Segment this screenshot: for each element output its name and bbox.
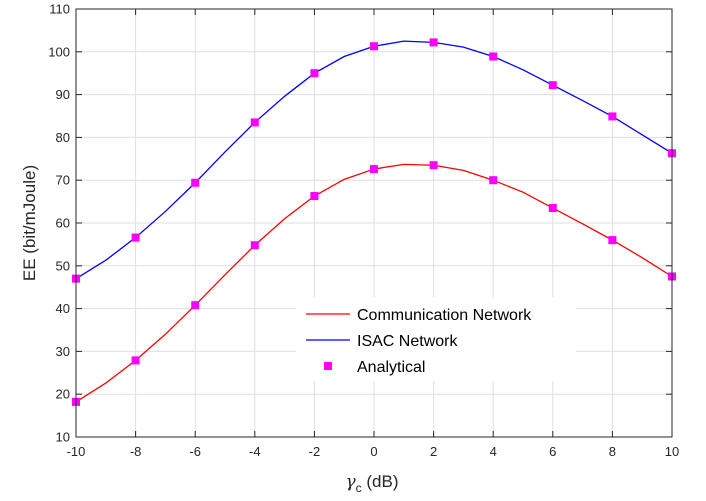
analytical-marker — [310, 192, 319, 201]
analytical-marker — [429, 38, 438, 47]
y-tick-label: 10 — [56, 430, 70, 445]
x-tick-label: 10 — [665, 444, 679, 459]
analytical-marker — [370, 42, 378, 51]
analytical-marker — [191, 178, 200, 187]
x-axis-symbol: γ — [345, 472, 356, 492]
x-tick-label: 8 — [609, 444, 616, 459]
legend-box — [296, 297, 576, 381]
y-tick-label: 80 — [56, 130, 70, 145]
legend-label-isac: ISAC Network — [357, 333, 458, 350]
legend: Communication Network ISAC Network Analy… — [296, 297, 576, 381]
legend-label-analytical: Analytical — [357, 359, 425, 376]
analytical-marker — [489, 52, 498, 61]
analytical-marker — [250, 118, 259, 127]
analytical-marker — [250, 241, 259, 250]
x-tick-label: 2 — [430, 444, 437, 459]
y-tick-label: 50 — [56, 258, 70, 273]
x-tick-label: -8 — [130, 444, 142, 459]
y-axis-label: EE (bit/mJoule) — [20, 165, 39, 281]
y-tick-label: 70 — [56, 173, 70, 188]
analytical-marker — [370, 165, 378, 174]
y-tick-label: 60 — [56, 216, 70, 231]
y-tick-label: 20 — [56, 387, 70, 402]
analytical-marker — [191, 301, 200, 310]
x-axis-subscript: c — [356, 481, 362, 495]
analytical-marker — [429, 161, 438, 170]
x-axis-label: γc (dB) — [345, 472, 398, 495]
legend-label-communication: Communication Network — [357, 307, 532, 324]
x-tick-label: -4 — [249, 444, 261, 459]
analytical-marker — [548, 81, 557, 90]
x-tick-label: -6 — [189, 444, 201, 459]
x-tick-label: -2 — [309, 444, 321, 459]
x-tick-label: 6 — [549, 444, 556, 459]
analytical-marker — [489, 176, 498, 185]
analytical-marker — [310, 69, 319, 78]
x-tick-label: -10 — [67, 444, 86, 459]
analytical-marker — [608, 236, 617, 245]
y-tick-label: 110 — [49, 2, 70, 17]
y-tick-label: 100 — [48, 44, 70, 59]
legend-marker-analytical — [324, 362, 332, 370]
plot-frame — [75, 8, 673, 438]
y-tick-label: 30 — [56, 344, 70, 359]
analytical-marker — [131, 233, 140, 242]
x-tick-label: 4 — [490, 444, 497, 459]
y-tick-label: 40 — [56, 301, 70, 316]
analytical-marker — [548, 204, 557, 213]
x-axis-unit: (dB) — [362, 472, 399, 491]
analytical-marker — [608, 112, 617, 121]
y-tick-label: 90 — [56, 87, 70, 102]
analytical-marker — [131, 356, 140, 365]
x-tick-label: 0 — [370, 444, 377, 459]
tick-labels: -10 -8 -6 -4 -2 0 2 4 6 8 10 10 20 30 40 50 60 70 80 90 100 1… — [48, 2, 679, 460]
